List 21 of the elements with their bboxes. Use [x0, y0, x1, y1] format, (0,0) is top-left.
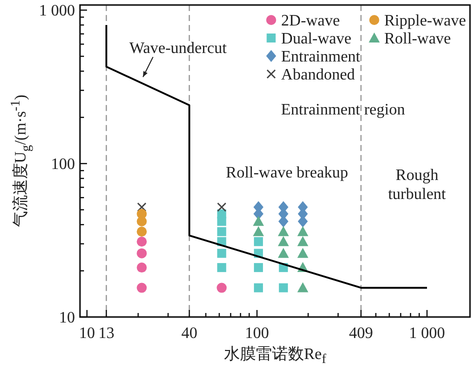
legend-label: Dual-wave: [281, 30, 352, 48]
annotation: Wave-undercut: [129, 40, 228, 57]
legend-label: Ripple-wave: [384, 12, 466, 30]
x-tick-label: 40: [181, 325, 198, 342]
x-tick-label: 409: [348, 325, 373, 342]
annotation: Rough turbulent: [388, 167, 446, 203]
y-tick-label: 100: [51, 156, 75, 174]
x-tick-label: 10: [78, 325, 95, 342]
annotation: Roll-wave breakup: [226, 164, 348, 182]
annotation: Wave-undercut: [129, 40, 227, 78]
x-tick-label: 100: [244, 325, 269, 342]
y-tick-label: 1 000: [39, 2, 75, 20]
legend-label: Roll-wave: [384, 30, 451, 48]
legend-label: Abandoned: [281, 66, 355, 84]
x-axis-title: 水膜雷诺数Re$_{f}$: [224, 346, 326, 366]
legend-label: Entrainment: [281, 48, 361, 66]
annotation: Entrainment region: [281, 102, 405, 118]
x-tick-label: 1 000: [409, 325, 446, 342]
x-tick-label: 13: [98, 325, 114, 342]
y-tick-label: 10: [59, 310, 75, 326]
legend-label: 2D-wave: [281, 12, 340, 30]
